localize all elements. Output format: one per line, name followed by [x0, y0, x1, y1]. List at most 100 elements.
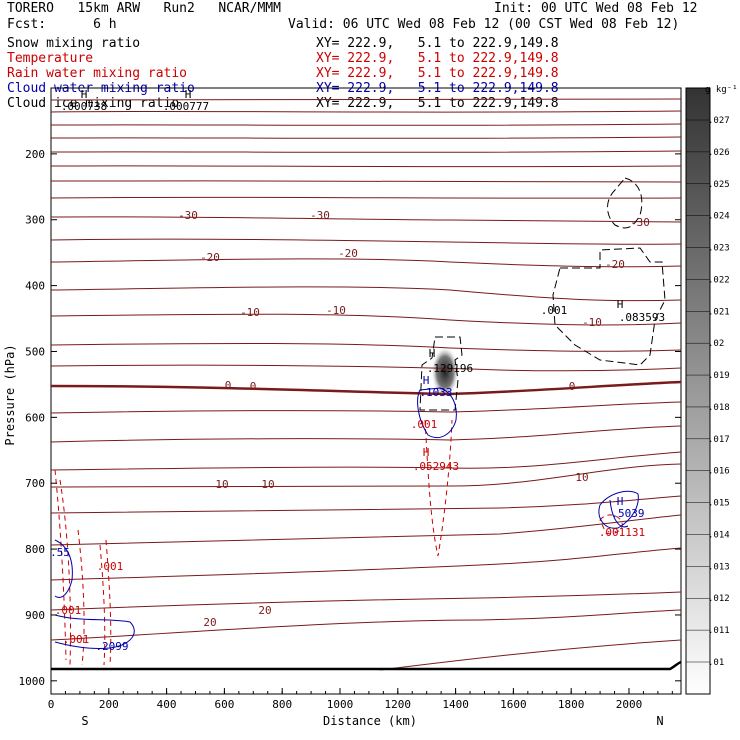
colorbar-label: .026 [708, 148, 730, 158]
y-tick-label: 700 [25, 477, 45, 490]
colorbar-label: .024 [708, 212, 730, 222]
temperature-labels: -30 -30 -30 -20 -20 -20 -10 -10 -10 0 0 0 10 10 10 20 20 [178, 209, 650, 629]
model-title: TORERO 15km ARW Run2 NCAR/MMM [7, 1, 281, 16]
isotherms [50, 98, 682, 671]
colorbar-label: .022 [708, 275, 730, 285]
contour-annotation: .5039 [611, 507, 644, 520]
isotherm-label: -30 [178, 209, 198, 222]
contour-annotation: .129196 [427, 362, 473, 375]
cloudwater-contours [54, 387, 639, 649]
contour-annotation: H [429, 347, 436, 360]
x-tick-label: 400 [157, 698, 177, 711]
x-axis-label: Distance (km) [323, 714, 417, 728]
colorbar-label: .019 [708, 371, 730, 381]
isotherm-label: -20 [605, 258, 625, 271]
contour-annotation: .001 [63, 633, 90, 646]
isotherm-label: -10 [582, 316, 602, 329]
y-tick-label: 600 [25, 411, 45, 424]
contour-annotation: .052943 [413, 460, 459, 473]
colorbar-label: .018 [708, 403, 730, 413]
field-xy-rain: XY= 222.9, 5.1 to 222.9,149.8 [316, 66, 559, 81]
x-tick-label: 600 [214, 698, 234, 711]
x-tick-label: 1000 [327, 698, 354, 711]
rain-contours [54, 419, 623, 666]
isotherm-label: 0 [225, 379, 232, 392]
x-axis-end-label: N [656, 714, 663, 728]
isotherm-label: 10 [261, 478, 274, 491]
contour-annotation: .083593 [619, 311, 665, 324]
isotherm-label: -30 [310, 209, 330, 222]
contour-annotation: H [185, 88, 192, 101]
valid-time: Valid: 06 UTC Wed 08 Feb 12 (00 CST Wed … [288, 17, 680, 32]
isotherm-label: -20 [338, 247, 358, 260]
isotherm-label: 10 [215, 478, 228, 491]
contour-annotation: H [81, 88, 88, 101]
field-name-snow: Snow mixing ratio [7, 36, 141, 51]
colorbar-label: .01 [708, 658, 724, 668]
field-xy-temperature: XY= 222.9, 5.1 to 222.9,149.8 [316, 51, 559, 66]
colorbar-label: .027 [708, 116, 730, 126]
contour-annotation: .001 [97, 560, 124, 573]
colorbar-label: .017 [708, 435, 730, 445]
isotherm-label: -10 [326, 304, 346, 317]
isotherm-label: 20 [203, 616, 216, 629]
contour-annotation: .000777 [163, 100, 209, 113]
x-tick-label: 1400 [442, 698, 469, 711]
contour-annotation: .001 [541, 304, 568, 317]
colorbar-label: .012 [708, 594, 730, 604]
y-tick-label: 300 [25, 214, 45, 227]
isotherm-label: 0 [569, 380, 576, 393]
contour-annotation: .001 [411, 418, 438, 431]
ground-line [51, 660, 682, 671]
field-name-temperature: Temperature [7, 51, 94, 66]
contour-annotation: .1033 [419, 386, 452, 399]
x-axis-start-label: S [81, 714, 88, 728]
contour-annotation: H [423, 374, 430, 387]
init-time: Init: 00 UTC Wed 08 Feb 12 [494, 1, 698, 16]
contour-annotation: H [617, 495, 624, 508]
contour-annotation: .001131 [599, 526, 645, 539]
colorbar-label: .014 [708, 530, 730, 540]
x-tick-label: 1200 [385, 698, 412, 711]
x-axis: 0 200 400 600 800 1000 1200 1400 1600 1800 2000 [48, 688, 673, 711]
x-tick-label: 1800 [558, 698, 585, 711]
isotherm-label: -20 [200, 251, 220, 264]
colorbar [685, 87, 711, 695]
y-tick-label: 1000 [19, 675, 46, 688]
contour-annotation: H [617, 298, 624, 311]
y-tick-label: 200 [25, 148, 45, 161]
y-tick-label: 400 [25, 280, 45, 293]
x-tick-label: 200 [99, 698, 119, 711]
contour-annotation: .000738 [61, 100, 107, 113]
colorbar-label: .021 [708, 307, 730, 317]
isotherm-label: 10 [575, 471, 588, 484]
x-tick-label: 2000 [616, 698, 643, 711]
colorbar-label: .023 [708, 244, 730, 254]
colorbar-label: .016 [708, 467, 730, 477]
colorbar-label: .02 [708, 339, 724, 349]
colorbar-label: .015 [708, 499, 730, 509]
plot-frame [50, 87, 682, 695]
colorbar-label: .025 [708, 180, 730, 190]
y-tick-label: 900 [25, 609, 45, 622]
snow-shading [431, 346, 459, 398]
annotations: H.000738H.000777H.129196H.1033.001H.0529… [50, 88, 665, 653]
field-name-rain: Rain water mixing ratio [7, 66, 188, 81]
colorbar-ticks: .01 .011 .012 .013 .014 .015 .016 .017 .018 .019.… [686, 116, 730, 668]
y-axis-label: Pressure (hPa) [3, 344, 17, 445]
x-tick-label: 800 [272, 698, 292, 711]
forecast-hour: Fcst: 6 h [7, 17, 117, 32]
y-tick-label: 500 [25, 345, 45, 358]
isotherm-label: 0 [250, 380, 257, 393]
isotherm-label: -30 [630, 216, 650, 229]
isotherm-label: -10 [240, 306, 260, 319]
colorbar-label: .011 [708, 626, 730, 636]
contour-annotation: .2099 [95, 640, 128, 653]
isotherm-label: 20 [258, 604, 271, 617]
contour-annotation: .001 [55, 604, 82, 617]
x-tick-label: 1600 [500, 698, 527, 711]
colorbar-label: .013 [708, 562, 730, 572]
x-tick-label: 0 [48, 698, 55, 711]
